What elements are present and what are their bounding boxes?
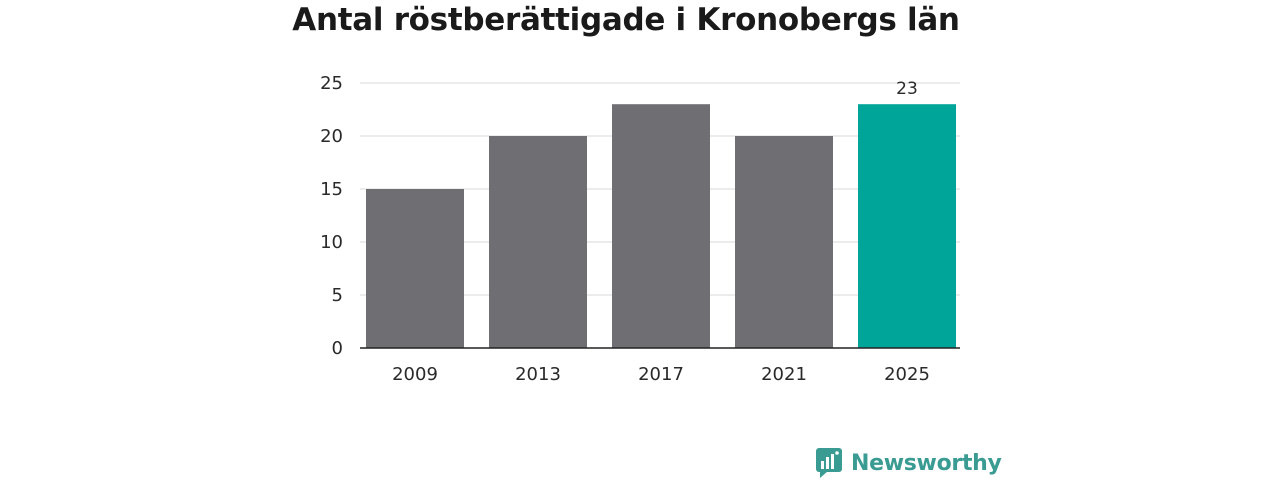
y-tick-label: 15 bbox=[320, 179, 343, 200]
x-tick-label: 2021 bbox=[761, 364, 807, 385]
y-tick-label: 5 bbox=[332, 285, 343, 306]
bar bbox=[489, 136, 587, 348]
chart-bubble-icon bbox=[816, 448, 842, 478]
y-tick-label: 25 bbox=[320, 73, 343, 94]
x-tick-label: 2009 bbox=[392, 364, 438, 385]
bar bbox=[612, 104, 710, 348]
x-tick-label: 2017 bbox=[638, 364, 684, 385]
bar bbox=[858, 104, 956, 348]
y-tick-label: 20 bbox=[320, 126, 343, 147]
y-tick-label: 0 bbox=[332, 338, 343, 359]
bar bbox=[366, 189, 464, 348]
chart-title: Antal röstberättigade i Kronobergs län bbox=[292, 2, 960, 38]
data-label: 23 bbox=[896, 79, 918, 99]
bar bbox=[735, 136, 833, 348]
brand-name: Newsworthy bbox=[851, 450, 1002, 476]
newsworthy-logo: Newsworthy bbox=[815, 446, 1002, 480]
x-tick-label: 2013 bbox=[515, 364, 561, 385]
x-tick-label: 2025 bbox=[884, 364, 930, 385]
y-tick-label: 10 bbox=[320, 232, 343, 253]
bars bbox=[366, 104, 956, 348]
